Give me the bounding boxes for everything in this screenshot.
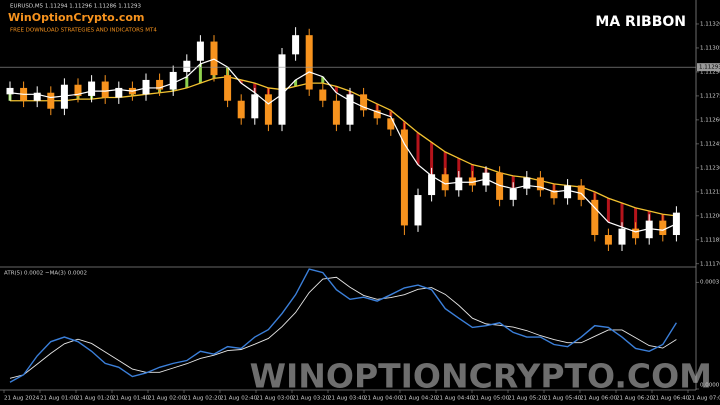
x-tick-label: 21 Aug 03:40 <box>328 396 366 402</box>
candle-body <box>373 110 381 119</box>
y-tick-label: 1.11305 <box>700 45 720 51</box>
candle-body <box>74 84 82 96</box>
candle-body <box>319 89 327 101</box>
candle-body <box>292 35 300 55</box>
candle-body <box>224 75 232 101</box>
candle-body <box>278 54 286 125</box>
indicator-line <box>9 276 677 379</box>
x-tick-label: 21 Aug 05:40 <box>544 396 582 402</box>
candle-body <box>88 81 96 96</box>
candle-body <box>237 100 245 119</box>
candle-body <box>169 71 177 90</box>
candle-body <box>387 118 395 130</box>
candle-body <box>564 185 572 199</box>
x-tick-label: 21 Aug 2024 <box>4 396 40 402</box>
candle-body <box>591 199 599 236</box>
candle-body <box>632 228 640 239</box>
subwindow-label: ATR(5) 0.0002 ~MA(3) 0.0002 <box>4 271 87 277</box>
candle-body <box>156 79 164 90</box>
candle-body <box>441 174 449 191</box>
candle-body <box>550 190 558 199</box>
indicator-title: MA RIBBON <box>595 14 686 30</box>
y-tick-label: 1.11320 <box>700 21 720 27</box>
candle-body <box>360 94 368 111</box>
candle-body <box>251 94 259 119</box>
candle-body <box>414 195 422 226</box>
candle-body <box>60 84 68 109</box>
x-tick-label: 21 Aug 02:00 <box>148 396 186 402</box>
x-tick-label: 21 Aug 06:40 <box>652 396 690 402</box>
x-tick-label: 21 Aug 02:20 <box>184 396 222 402</box>
x-tick-label: 21 Aug 05:20 <box>508 396 546 402</box>
y-tick-label: 1.11215 <box>700 189 720 195</box>
candle-body <box>305 35 313 90</box>
tagline: FREE DOWNLOAD STRATEGIES AND INDICATORS … <box>10 28 157 34</box>
price-label-box <box>697 63 720 72</box>
candle-body <box>346 94 354 125</box>
candle-body <box>196 41 204 61</box>
candle-body <box>264 94 272 125</box>
y-tick-label: 0.0000 <box>700 383 720 389</box>
y-tick-label: 1.11200 <box>700 213 720 219</box>
candle-body <box>115 87 123 98</box>
candle-body <box>577 185 585 200</box>
candle-body <box>6 87 14 95</box>
x-tick-label: 21 Aug 04:00 <box>364 396 402 402</box>
price-label: 1.11293 <box>699 65 720 71</box>
candle-body <box>101 81 109 98</box>
x-tick-label: 21 Aug 04:20 <box>400 396 438 402</box>
x-tick-label: 21 Aug 06:00 <box>580 396 618 402</box>
candle-body <box>33 92 41 101</box>
y-tick-label: 1.11230 <box>700 165 720 171</box>
x-tick-label: 21 Aug 04:40 <box>436 396 474 402</box>
plot-area: 1.11320 1.11305 1.11290 1.11275 1.11260 1.112… <box>0 21 720 402</box>
y-tick-label: 1.11170 <box>700 261 720 267</box>
candle-body <box>183 60 191 72</box>
candle-body <box>428 174 436 196</box>
site-name: WinOptionCrypto.com <box>8 11 144 24</box>
x-tick-label: 21 Aug 05:00 <box>472 396 510 402</box>
candle-body <box>455 177 463 191</box>
watermark: WINOPTIONCRYPTO.COM <box>250 357 712 396</box>
x-tick-label: 21 Aug 01:00 <box>40 396 78 402</box>
y-tick-label: 0.0003 <box>700 280 720 286</box>
x-tick-label: 21 Aug 01:20 <box>76 396 114 402</box>
y-tick-label: 1.11260 <box>700 117 720 123</box>
y-tick-label: 1.11290 <box>700 69 720 75</box>
x-tick-label: 21 Aug 03:00 <box>256 396 294 402</box>
candle-body <box>332 100 340 125</box>
candle-body <box>523 177 531 189</box>
y-tick-label: 1.11185 <box>700 237 720 243</box>
x-tick-label: 21 Aug 07:00 <box>688 396 720 402</box>
candle-body <box>210 41 218 76</box>
candle-body <box>604 235 612 245</box>
candle-body <box>142 79 150 95</box>
x-tick-label: 21 Aug 03:20 <box>292 396 330 402</box>
candle-body <box>468 177 476 186</box>
candle-body <box>400 129 408 226</box>
candle-body <box>496 172 504 200</box>
candle-body <box>618 228 626 245</box>
indicator-line <box>9 268 677 383</box>
x-tick-label: 21 Aug 06:20 <box>616 396 654 402</box>
x-tick-label: 21 Aug 01:40 <box>112 396 150 402</box>
x-tick-label: 21 Aug 02:40 <box>220 396 258 402</box>
candle-body <box>47 92 55 109</box>
candle-body <box>659 220 667 236</box>
candle-body <box>509 188 517 200</box>
ma-fast-line <box>9 58 677 233</box>
y-tick-label: 1.11245 <box>700 141 720 147</box>
y-tick-label: 1.11275 <box>700 93 720 99</box>
candle-body <box>536 177 544 191</box>
symbol-header: EURUSD,M5 1.11294 1.11296 1.11286 1.1129… <box>10 4 142 10</box>
candle-body <box>645 220 653 239</box>
